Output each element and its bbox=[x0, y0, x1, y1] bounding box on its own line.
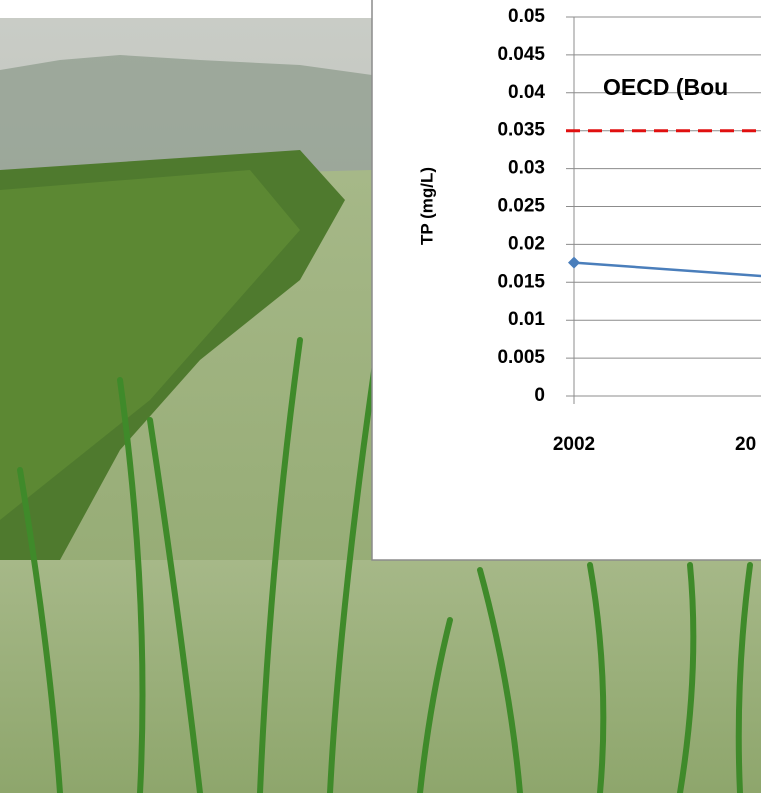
reference-label: OECD (Bou bbox=[603, 74, 728, 100]
y-tick-label: 0.005 bbox=[497, 347, 545, 368]
y-tick-label: 0.015 bbox=[497, 271, 545, 292]
y-tick-label: 0 bbox=[534, 385, 545, 406]
y-tick-label: 0.03 bbox=[508, 158, 545, 179]
y-tick-label: 0.025 bbox=[497, 196, 545, 217]
y-tick-label: 0.05 bbox=[508, 6, 545, 27]
y-tick-label: 0.04 bbox=[508, 82, 545, 103]
y-tick-label: 0.035 bbox=[497, 120, 545, 141]
x-tick-label: 2002 bbox=[553, 434, 595, 455]
page: 0 0.005 0.01 0.015 0.02 0.025 0.03 0.035 0.04 0.0… bbox=[0, 0, 761, 793]
y-tick-label: 0.01 bbox=[508, 309, 545, 330]
y-tick-label: 0.045 bbox=[497, 44, 545, 65]
y-tick-label: 0.02 bbox=[508, 233, 545, 254]
x-tick-label: 20 bbox=[735, 434, 756, 455]
y-axis-title: TP (mg/L) bbox=[417, 167, 436, 245]
